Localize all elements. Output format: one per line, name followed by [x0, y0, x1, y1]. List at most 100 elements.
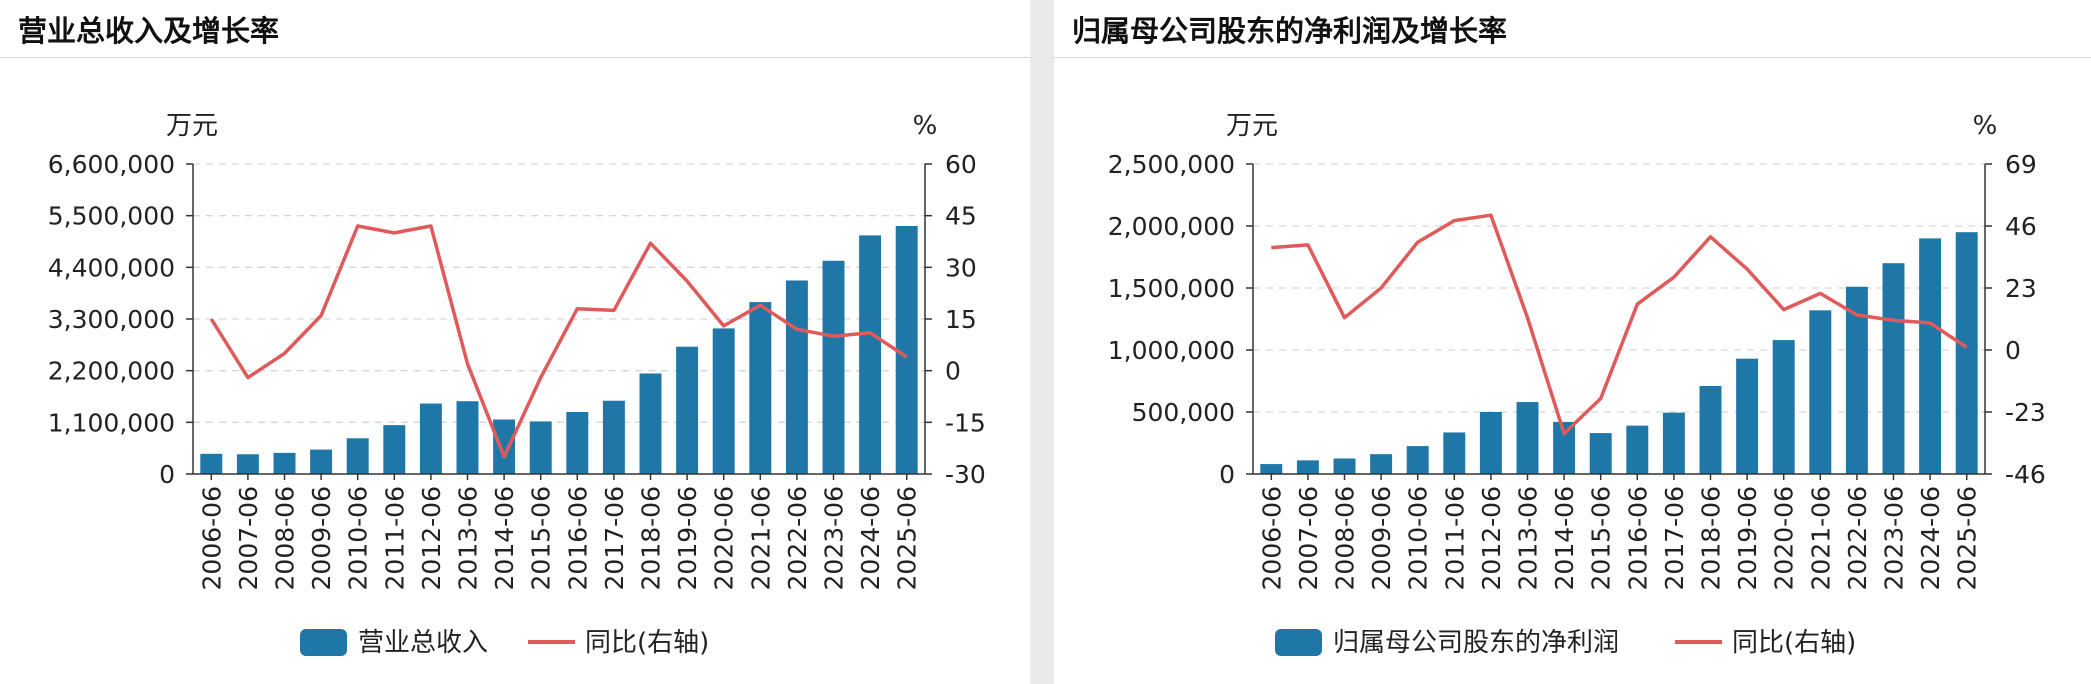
- x-tick-label: 2015-06: [1587, 486, 1616, 590]
- growth-line: [1271, 213, 1968, 436]
- y-left-tick-label: 1,000,000: [1108, 336, 1235, 365]
- bar: [1955, 232, 1978, 474]
- bar: [236, 454, 259, 474]
- bar: [895, 226, 918, 474]
- y-left-tick-label: 6,600,000: [48, 150, 175, 179]
- y-right-tick-label: 60: [945, 150, 977, 179]
- growth-line: [209, 224, 908, 459]
- bar: [419, 403, 442, 474]
- bar: [712, 328, 735, 474]
- y-right-tick-label: -23: [2005, 398, 2046, 427]
- x-tick-label: 2019-06: [1733, 486, 1762, 590]
- bar: [602, 400, 625, 474]
- chart-panel-revenue: 营业总收入及增长率 0 1,100,000 2,200,000 3,300,000 4,…: [0, 0, 1030, 684]
- x-tick-label: 2013-06: [454, 486, 483, 590]
- x-tick-label: 2008-06: [1331, 486, 1360, 590]
- bar: [1406, 446, 1429, 474]
- panel-title: 营业总收入及增长率: [18, 14, 280, 48]
- bar: [1699, 385, 1722, 474]
- y-left-tick-label: 4,400,000: [48, 253, 175, 282]
- bar: [1736, 358, 1759, 474]
- x-tick-label: 2025-06: [893, 486, 922, 590]
- x-tick-label: 2023-06: [1880, 486, 1909, 590]
- legend-line-label: 同比(右轴): [585, 628, 709, 658]
- bar: [639, 373, 662, 474]
- panel-header: [0, 0, 1030, 58]
- x-tick-label: 2009-06: [307, 486, 336, 590]
- x-tick-label: 2011-06: [380, 486, 409, 590]
- bar: [566, 412, 589, 474]
- x-tick-label: 2011-06: [1440, 486, 1469, 590]
- bar: [822, 260, 845, 474]
- bar: [1626, 425, 1649, 474]
- y-right-tick-label: 15: [945, 305, 977, 334]
- x-tick-label: 2016-06: [563, 486, 592, 590]
- bar: [1260, 464, 1283, 474]
- y-left-tick-label: 2,200,000: [48, 357, 175, 386]
- bar: [1662, 412, 1685, 474]
- y-left-unit-label: 万元: [166, 111, 218, 141]
- bar: [383, 425, 406, 474]
- x-tick-label: 2015-06: [527, 486, 556, 590]
- x-tick-label: 2006-06: [1257, 486, 1286, 590]
- x-tick-label: 2021-06: [1806, 486, 1835, 590]
- bar: [1443, 432, 1466, 474]
- y-right-unit-label: %: [913, 111, 938, 141]
- bar: [1296, 460, 1319, 474]
- y-right-tick-label: 46: [2005, 212, 2037, 241]
- x-tick-label: 2024-06: [1916, 486, 1945, 590]
- y-right-tick-label: -15: [945, 408, 986, 437]
- x-tick-label: 2012-06: [1477, 486, 1506, 590]
- bar: [1772, 340, 1795, 474]
- x-tick-label: 2013-06: [1514, 486, 1543, 590]
- x-tick-label: 2007-06: [234, 486, 263, 590]
- bar: [1333, 458, 1356, 474]
- x-tick-label: 2021-06: [746, 486, 775, 590]
- y-left-tick-label: 0: [1219, 460, 1235, 489]
- chart-panel-net-profit: 归属母公司股东的净利润及增长率 0 500,000 1,000,000 1,500,0…: [1054, 0, 2091, 684]
- bar: [859, 235, 882, 474]
- x-tick-label: 2009-06: [1367, 486, 1396, 590]
- x-tick-label: 2010-06: [344, 486, 373, 590]
- x-tick-label: 2020-06: [1770, 486, 1799, 590]
- x-tick-label: 2024-06: [856, 486, 885, 590]
- legend-bar-swatch: [1275, 629, 1322, 656]
- x-tick-label: 2010-06: [1404, 486, 1433, 590]
- bar: [493, 419, 516, 474]
- y-left-tick-label: 500,000: [1132, 398, 1235, 427]
- y-right-tick-label: 45: [945, 202, 977, 231]
- y-right-tick-label: 0: [2005, 336, 2021, 365]
- y-right-tick-label: 30: [945, 253, 977, 282]
- x-tick-label: 2017-06: [600, 486, 629, 590]
- y-right-tick-label: 23: [2005, 274, 2037, 303]
- x-tick-label: 2014-06: [1550, 486, 1579, 590]
- x-tick-label: 2017-06: [1660, 486, 1689, 590]
- x-tick-label: 2019-06: [673, 486, 702, 590]
- bar: [273, 452, 296, 474]
- x-tick-label: 2007-06: [1294, 486, 1323, 590]
- bar: [1370, 454, 1393, 474]
- y-left-tick-label: 3,300,000: [48, 305, 175, 334]
- bar: [1882, 263, 1905, 474]
- y-right-tick-label: 69: [2005, 150, 2037, 179]
- y-left-tick-label: 5,500,000: [48, 202, 175, 231]
- y-left-tick-label: 1,500,000: [1108, 274, 1235, 303]
- net-profit-chart: 0 500,000 1,000,000 1,500,000 2,000,000 2,500…: [1108, 111, 2046, 658]
- y-right-tick-label: -46: [2005, 460, 2046, 489]
- bar: [1809, 310, 1832, 474]
- bar: [1919, 238, 1942, 474]
- y-left-tick-label: 0: [159, 460, 175, 489]
- y-left-tick-label: 2,000,000: [1108, 212, 1235, 241]
- x-tick-label: 2006-06: [197, 486, 226, 590]
- bar: [529, 421, 552, 474]
- legend-bar-swatch: [300, 629, 347, 656]
- y-right-unit-label: %: [1973, 111, 1998, 141]
- x-tick-label: 2018-06: [637, 486, 666, 590]
- x-tick-label: 2022-06: [1843, 486, 1872, 590]
- bar: [1516, 402, 1539, 474]
- x-tick-label: 2025-06: [1953, 486, 1982, 590]
- revenue-chart: 0 1,100,000 2,200,000 3,300,000 4,400,000 5,5…: [48, 111, 986, 658]
- x-tick-label: 2018-06: [1697, 486, 1726, 590]
- x-tick-label: 2016-06: [1623, 486, 1652, 590]
- y-left-unit-label: 万元: [1226, 111, 1278, 141]
